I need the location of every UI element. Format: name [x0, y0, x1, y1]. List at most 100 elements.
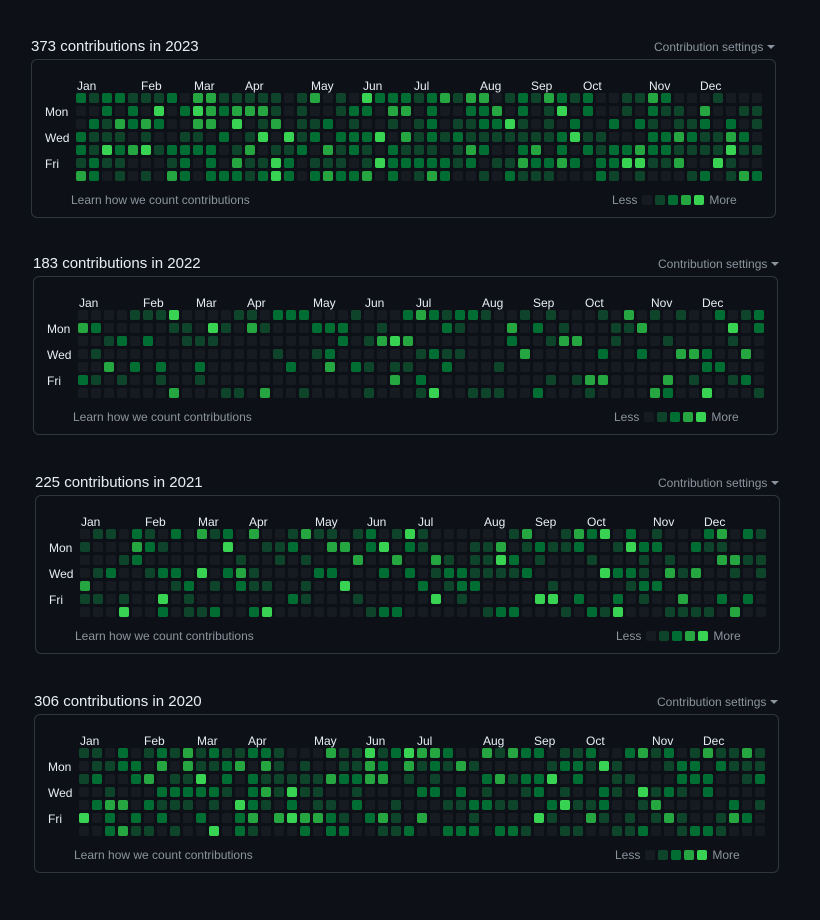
contribution-day-cell[interactable] — [128, 132, 138, 142]
contribution-day-cell[interactable] — [587, 529, 597, 539]
contribution-day-cell[interactable] — [560, 787, 570, 797]
contribution-day-cell[interactable] — [716, 813, 726, 823]
contribution-day-cell[interactable] — [132, 594, 142, 604]
contribution-day-cell[interactable] — [440, 93, 450, 103]
contribution-day-cell[interactable] — [457, 594, 467, 604]
contribution-day-cell[interactable] — [507, 362, 517, 372]
contribution-day-cell[interactable] — [91, 310, 101, 320]
contribution-day-cell[interactable] — [91, 362, 101, 372]
contribution-day-cell[interactable] — [548, 529, 558, 539]
contribution-day-cell[interactable] — [664, 748, 674, 758]
contribution-day-cell[interactable] — [494, 349, 504, 359]
contribution-day-cell[interactable] — [427, 132, 437, 142]
contribution-day-cell[interactable] — [440, 145, 450, 155]
contribution-day-cell[interactable] — [274, 826, 284, 836]
contribution-day-cell[interactable] — [89, 158, 99, 168]
contribution-day-cell[interactable] — [466, 119, 476, 129]
contribution-day-cell[interactable] — [78, 323, 88, 333]
contribution-day-cell[interactable] — [611, 323, 621, 333]
contribution-day-cell[interactable] — [678, 542, 688, 552]
contribution-day-cell[interactable] — [704, 607, 714, 617]
contribution-day-cell[interactable] — [559, 336, 569, 346]
contribution-day-cell[interactable] — [143, 349, 153, 359]
contribution-day-cell[interactable] — [456, 774, 466, 784]
contribution-day-cell[interactable] — [678, 607, 688, 617]
contribution-day-cell[interactable] — [609, 145, 619, 155]
contribution-day-cell[interactable] — [219, 119, 229, 129]
contribution-day-cell[interactable] — [703, 813, 713, 823]
contribution-day-cell[interactable] — [223, 594, 233, 604]
contribution-day-cell[interactable] — [390, 349, 400, 359]
contribution-day-cell[interactable] — [390, 336, 400, 346]
contribution-day-cell[interactable] — [522, 607, 532, 617]
contribution-day-cell[interactable] — [689, 349, 699, 359]
contribution-day-cell[interactable] — [236, 568, 246, 578]
contribution-day-cell[interactable] — [728, 349, 738, 359]
contribution-day-cell[interactable] — [626, 581, 636, 591]
contribution-day-cell[interactable] — [547, 774, 557, 784]
contribution-day-cell[interactable] — [128, 145, 138, 155]
contribution-day-cell[interactable] — [362, 145, 372, 155]
contribution-day-cell[interactable] — [739, 145, 749, 155]
contribution-day-cell[interactable] — [210, 581, 220, 591]
contribution-day-cell[interactable] — [466, 171, 476, 181]
contribution-day-cell[interactable] — [300, 800, 310, 810]
contribution-day-cell[interactable] — [76, 119, 86, 129]
contribution-day-cell[interactable] — [457, 568, 467, 578]
contribution-settings-button[interactable]: Contribution settings — [654, 40, 776, 54]
contribution-day-cell[interactable] — [288, 581, 298, 591]
contribution-day-cell[interactable] — [336, 158, 346, 168]
contribution-day-cell[interactable] — [496, 607, 506, 617]
contribution-day-cell[interactable] — [742, 748, 752, 758]
contribution-day-cell[interactable] — [223, 529, 233, 539]
contribution-day-cell[interactable] — [170, 761, 180, 771]
contribution-day-cell[interactable] — [80, 555, 90, 565]
contribution-day-cell[interactable] — [609, 106, 619, 116]
contribution-day-cell[interactable] — [678, 581, 688, 591]
contribution-day-cell[interactable] — [494, 362, 504, 372]
contribution-day-cell[interactable] — [546, 362, 556, 372]
contribution-day-cell[interactable] — [418, 568, 428, 578]
contribution-day-cell[interactable] — [209, 787, 219, 797]
contribution-day-cell[interactable] — [741, 323, 751, 333]
contribution-day-cell[interactable] — [427, 171, 437, 181]
contribution-day-cell[interactable] — [366, 555, 376, 565]
contribution-day-cell[interactable] — [130, 323, 140, 333]
contribution-day-cell[interactable] — [521, 813, 531, 823]
contribution-day-cell[interactable] — [492, 106, 502, 116]
contribution-day-cell[interactable] — [209, 774, 219, 784]
contribution-day-cell[interactable] — [234, 375, 244, 385]
contribution-day-cell[interactable] — [326, 826, 336, 836]
contribution-day-cell[interactable] — [286, 349, 296, 359]
contribution-day-cell[interactable] — [76, 158, 86, 168]
contribution-day-cell[interactable] — [469, 787, 479, 797]
contribution-day-cell[interactable] — [495, 787, 505, 797]
contribution-day-cell[interactable] — [312, 349, 322, 359]
contribution-day-cell[interactable] — [403, 388, 413, 398]
contribution-day-cell[interactable] — [455, 388, 465, 398]
contribution-day-cell[interactable] — [534, 813, 544, 823]
contribution-day-cell[interactable] — [651, 826, 661, 836]
contribution-day-cell[interactable] — [401, 145, 411, 155]
contribution-day-cell[interactable] — [635, 119, 645, 129]
contribution-day-cell[interactable] — [557, 171, 567, 181]
contribution-day-cell[interactable] — [717, 542, 727, 552]
contribution-day-cell[interactable] — [89, 106, 99, 116]
contribution-day-cell[interactable] — [743, 542, 753, 552]
contribution-day-cell[interactable] — [483, 581, 493, 591]
contribution-day-cell[interactable] — [288, 542, 298, 552]
contribution-day-cell[interactable] — [169, 323, 179, 333]
contribution-day-cell[interactable] — [544, 119, 554, 129]
contribution-day-cell[interactable] — [195, 336, 205, 346]
contribution-day-cell[interactable] — [131, 774, 141, 784]
contribution-day-cell[interactable] — [482, 761, 492, 771]
contribution-day-cell[interactable] — [468, 336, 478, 346]
contribution-day-cell[interactable] — [652, 594, 662, 604]
contribution-day-cell[interactable] — [652, 607, 662, 617]
contribution-day-cell[interactable] — [431, 568, 441, 578]
contribution-day-cell[interactable] — [443, 813, 453, 823]
learn-how-we-count-link[interactable]: Learn how we count contributions — [74, 848, 253, 862]
contribution-day-cell[interactable] — [689, 375, 699, 385]
contribution-day-cell[interactable] — [378, 774, 388, 784]
contribution-day-cell[interactable] — [570, 145, 580, 155]
